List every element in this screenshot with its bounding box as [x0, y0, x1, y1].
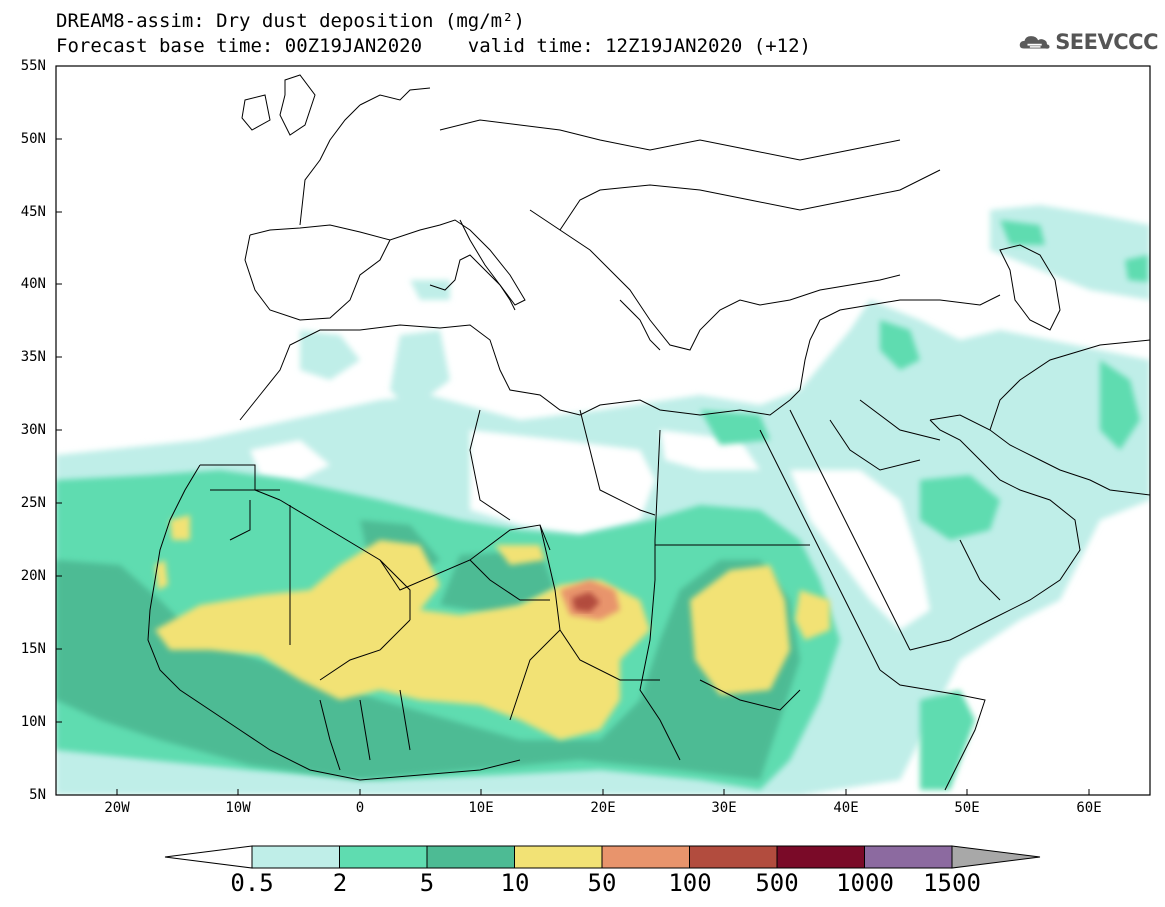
- colorbar-label: 5: [419, 869, 435, 897]
- dust-deposition-shading: [56, 205, 1150, 795]
- colorbar-swatch: [689, 845, 778, 869]
- colorbar-swatch: [601, 845, 690, 869]
- lat-label: 40N: [20, 276, 46, 292]
- map-title: DREAM8-assim: Dry dust deposition (mg/m²…: [56, 10, 525, 32]
- colorbar-label: 100: [668, 869, 712, 897]
- longitude-ticks: [116, 789, 1090, 795]
- latitude-ticks: [56, 65, 62, 796]
- lat-label: 25N: [20, 495, 46, 511]
- lon-label: 10W: [225, 800, 251, 816]
- lon-label: 20W: [104, 800, 130, 816]
- forecast-time-subtitle: Forecast base time: 00Z19JAN2020 valid t…: [56, 35, 811, 57]
- colorbar-label: 1500: [923, 869, 981, 897]
- lat-label: 10N: [20, 714, 46, 730]
- logo-text: SEEVCCC: [1055, 30, 1158, 54]
- colorbar-label: 50: [587, 869, 617, 897]
- colorbar-swatch: [776, 845, 865, 869]
- colorbar-swatch: [426, 845, 515, 869]
- lon-label: 50E: [954, 800, 980, 816]
- colorbar-swatch: [864, 845, 953, 869]
- lon-label: 30E: [711, 800, 737, 816]
- colorbar-label: 500: [755, 869, 799, 897]
- colorbar-label: 1000: [836, 869, 894, 897]
- colorbar: [164, 845, 1041, 869]
- seevccc-logo: SEEVCCC: [1018, 22, 1158, 62]
- colorbar-label: 10: [500, 869, 530, 897]
- colorbar-under-arrow: [164, 845, 253, 869]
- lat-label: 55N: [20, 58, 46, 74]
- lat-label: 45N: [20, 204, 46, 220]
- lon-label: 0: [355, 800, 365, 816]
- lon-label: 10E: [468, 800, 494, 816]
- colorbar-swatch: [514, 845, 603, 869]
- cloud-icon: [1019, 36, 1050, 49]
- colorbar-label: 0.5: [230, 869, 274, 897]
- colorbar-over-arrow: [951, 845, 1041, 869]
- lat-label: 20N: [20, 568, 46, 584]
- lat-label: 30N: [20, 422, 46, 438]
- lon-label: 60E: [1076, 800, 1102, 816]
- colorbar-swatch: [339, 845, 428, 869]
- country-boundaries: [147, 74, 1150, 791]
- lat-label: 5N: [29, 787, 46, 803]
- colorbar-swatch: [251, 845, 340, 869]
- colorbar-label: 2: [332, 869, 348, 897]
- lon-label: 40E: [833, 800, 859, 816]
- lat-label: 50N: [20, 131, 46, 147]
- lon-label: 20E: [590, 800, 616, 816]
- lat-label: 35N: [20, 349, 46, 365]
- lat-label: 15N: [20, 641, 46, 657]
